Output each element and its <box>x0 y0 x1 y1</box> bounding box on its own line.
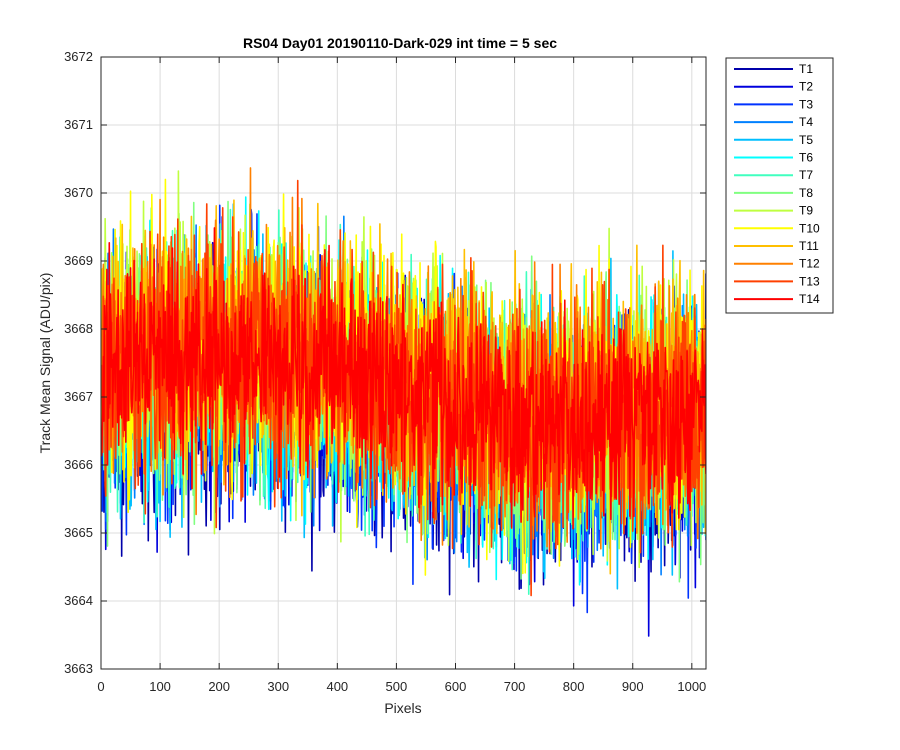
legend-label: T13 <box>799 274 820 288</box>
y-tick-label: 3672 <box>64 49 93 64</box>
legend-label: T4 <box>799 115 813 129</box>
legend-label: T7 <box>799 168 813 182</box>
x-axis-label: Pixels <box>384 700 421 716</box>
x-tick-label: 600 <box>445 679 467 694</box>
legend-box <box>725 57 834 314</box>
legend-label: T12 <box>799 257 820 271</box>
y-tick-label: 3663 <box>64 661 93 676</box>
chart-title: RS04 Day01 20190110-Dark-029 int time = … <box>243 35 557 51</box>
legend-label: T5 <box>799 133 813 147</box>
y-axis-label: Track Mean Signal (ADU/pix) <box>37 273 53 454</box>
x-tick-label: 0 <box>97 679 104 694</box>
legend-label: T10 <box>799 221 820 235</box>
x-tick-label: 1000 <box>677 679 706 694</box>
y-tick-label: 3667 <box>64 389 93 404</box>
x-tick-label: 200 <box>208 679 230 694</box>
axis-ticks: 0 100 200 300 400 500 600 700 800 900 1000 3663 3664… <box>64 49 706 694</box>
legend-label: T11 <box>799 239 819 253</box>
legend-label: T6 <box>799 151 813 165</box>
y-tick-label: 3669 <box>64 253 93 268</box>
x-tick-label: 900 <box>622 679 644 694</box>
x-tick-label: 400 <box>326 679 348 694</box>
x-tick-label: 100 <box>149 679 171 694</box>
legend-label: T8 <box>799 186 813 200</box>
x-tick-label: 800 <box>563 679 585 694</box>
y-tick-label: 3668 <box>64 321 93 336</box>
series-lines <box>101 167 706 637</box>
legend-label: T2 <box>799 80 813 94</box>
y-tick-label: 3670 <box>64 185 93 200</box>
series-line-t14 <box>101 227 706 530</box>
legend: T1 T2 T3 T4 T5 T6 T7 T8 T9 T10 T11 T12 T13 T14 <box>725 57 834 314</box>
y-tick-label: 3666 <box>64 457 93 472</box>
legend-label: T3 <box>799 97 813 111</box>
legend-label: T14 <box>799 292 820 306</box>
legend-label: T1 <box>799 62 813 76</box>
x-tick-label: 300 <box>267 679 289 694</box>
y-tick-label: 3664 <box>64 593 93 608</box>
y-tick-label: 3665 <box>64 525 93 540</box>
x-tick-label: 700 <box>504 679 526 694</box>
y-tick-label: 3671 <box>64 117 93 132</box>
x-tick-label: 500 <box>386 679 408 694</box>
axes-frame <box>100 56 707 670</box>
legend-label: T9 <box>799 204 813 218</box>
